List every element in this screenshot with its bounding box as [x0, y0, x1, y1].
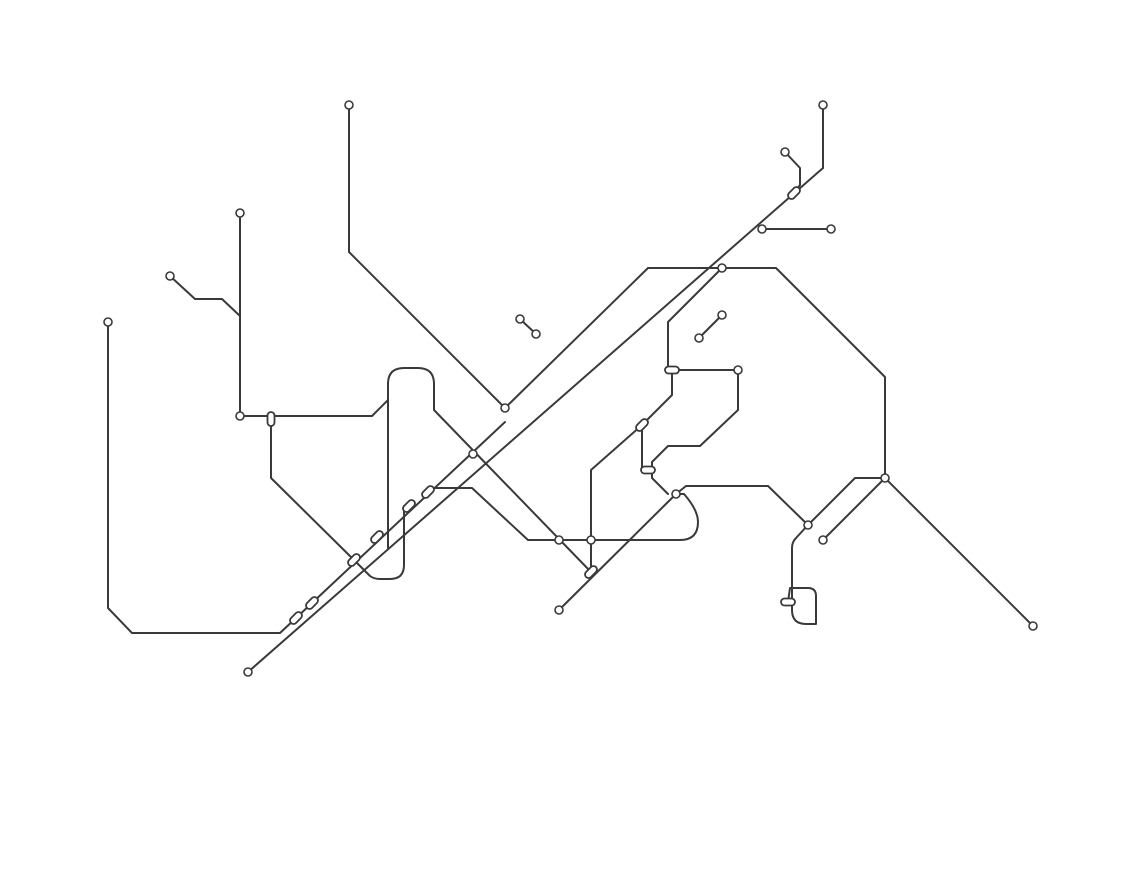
interchange-station-icon[interactable]	[787, 186, 802, 201]
interchange-stations	[266, 186, 802, 626]
interchange-station-icon[interactable]	[289, 611, 304, 626]
interchange-station-icon[interactable]	[635, 418, 650, 433]
interchange-station-icon[interactable]	[347, 553, 362, 568]
route-line-inner-diagonal	[590, 369, 673, 573]
route-line-east-connector	[807, 477, 886, 526]
terminal-stop-icon[interactable]	[235, 411, 245, 421]
terminal-stop-icon[interactable]	[671, 489, 681, 499]
route-line-cross-town	[427, 487, 699, 541]
terminal-stop-icon[interactable]	[531, 329, 541, 339]
terminal-stop-icon[interactable]	[694, 333, 704, 343]
stations	[103, 100, 1038, 677]
terminal-stop-icon[interactable]	[803, 520, 813, 530]
interchange-station-icon[interactable]	[266, 411, 276, 427]
route-line-northwest-trunk	[348, 104, 506, 409]
terminal-stop-icon[interactable]	[500, 403, 510, 413]
route-line-inner-loop	[651, 369, 739, 495]
route-line-south-loop	[353, 505, 405, 580]
terminal-stop-icon[interactable]	[733, 365, 743, 375]
route-line-terminal-loop	[787, 524, 817, 625]
route-line-east-arc	[504, 267, 1034, 627]
route-line-southeast-diagonal	[558, 493, 677, 611]
terminal-stop-icon[interactable]	[554, 605, 564, 615]
interchange-station-icon[interactable]	[421, 485, 436, 500]
terminal-stop-icon[interactable]	[757, 224, 767, 234]
terminal-stop-icon[interactable]	[717, 263, 727, 273]
terminal-stop-icon[interactable]	[235, 208, 245, 218]
terminal-stop-icon[interactable]	[165, 271, 175, 281]
terminal-stop-icon[interactable]	[818, 100, 828, 110]
terminal-stop-icon[interactable]	[717, 310, 727, 320]
terminal-stop-icon[interactable]	[586, 535, 596, 545]
terminal-stop-icon[interactable]	[103, 317, 113, 327]
route-line-west-cross	[239, 399, 389, 549]
interchange-station-icon[interactable]	[305, 596, 320, 611]
interchange-station-icon[interactable]	[640, 465, 656, 475]
terminal-stop-icon[interactable]	[243, 667, 253, 677]
interchange-station-icon[interactable]	[370, 530, 385, 545]
route-line-east-cross	[675, 485, 809, 526]
route-line-diagonal-trunk	[247, 167, 824, 673]
terminal-stop-icon[interactable]	[880, 473, 890, 483]
terminal-stop-icon[interactable]	[554, 535, 564, 545]
terminal-stop-icon[interactable]	[344, 100, 354, 110]
interchange-station-icon[interactable]	[402, 499, 417, 514]
terminal-stop-icon[interactable]	[1028, 621, 1038, 631]
route-line-isolated-segment-b	[698, 314, 723, 339]
terminal-stop-icon[interactable]	[468, 449, 478, 459]
route-line-west-south	[270, 418, 355, 561]
route-line-east-branch	[822, 477, 886, 541]
interchange-station-icon[interactable]	[584, 565, 599, 580]
terminal-stop-icon[interactable]	[818, 535, 828, 545]
interchange-station-icon[interactable]	[664, 365, 680, 375]
terminal-stop-icon[interactable]	[826, 224, 836, 234]
terminal-stop-icon[interactable]	[515, 314, 525, 324]
route-line-central-loop	[387, 367, 592, 573]
terminal-stop-icon[interactable]	[780, 147, 790, 157]
route-line-far-west-spur	[169, 275, 241, 317]
route-line-mid-branch	[667, 267, 723, 371]
route-line-southwest-loop	[107, 321, 297, 634]
route-lines	[107, 104, 1034, 673]
route-line-inner-spur	[641, 424, 653, 471]
interchange-station-icon[interactable]	[780, 597, 796, 607]
